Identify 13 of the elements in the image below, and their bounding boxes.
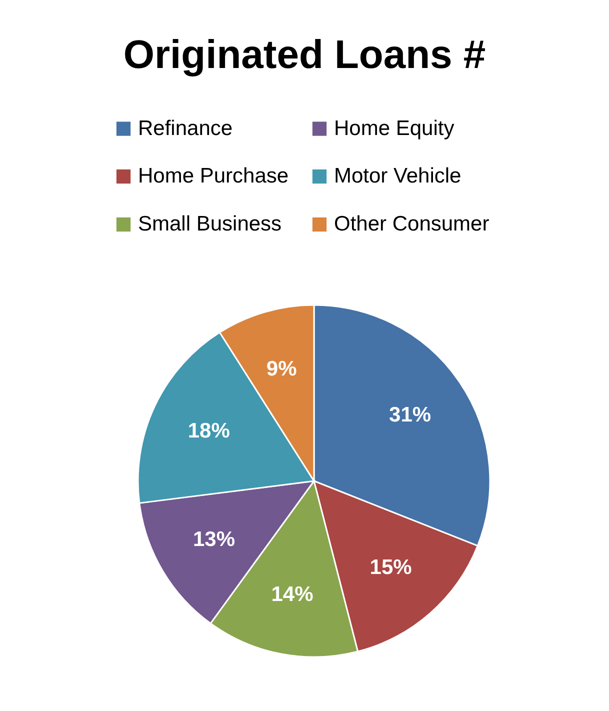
data-label: 31%	[389, 404, 432, 427]
legend-label: Motor Vehicle	[334, 164, 462, 188]
legend-label: Home Equity	[334, 116, 455, 140]
data-label: 9%	[266, 357, 298, 380]
chart-title: Originated Loans #	[123, 33, 486, 77]
data-label: 18%	[188, 420, 230, 443]
legend-label: Home Purchase	[138, 164, 289, 188]
legend-label: Other Consumer	[334, 212, 490, 236]
data-label: 15%	[370, 556, 412, 580]
data-label: 14%	[271, 583, 314, 606]
data-label: 13%	[193, 528, 236, 552]
legend-label: Small Business	[138, 212, 282, 236]
legend-label: Refinance	[138, 116, 233, 140]
